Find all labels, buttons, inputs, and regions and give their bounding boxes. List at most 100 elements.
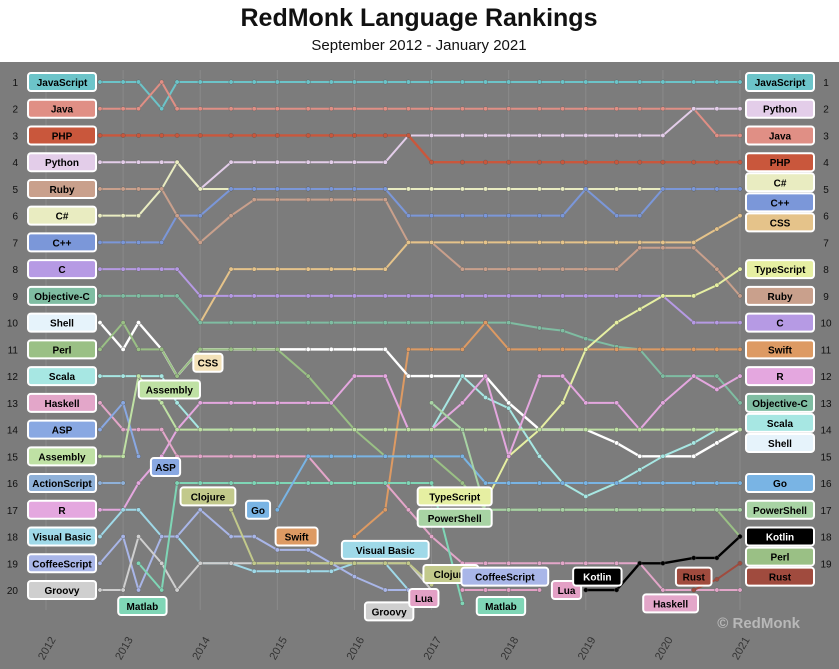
- data-point: [483, 213, 488, 219]
- data-point: [159, 427, 165, 432]
- data-point: [136, 106, 141, 112]
- data-point: [406, 480, 411, 486]
- series-label-text: Objective-C: [34, 292, 90, 303]
- data-point: [382, 560, 388, 566]
- series-label-text: Go: [251, 506, 265, 517]
- data-point: [174, 427, 180, 432]
- data-point: [406, 346, 411, 352]
- data-point: [328, 480, 334, 486]
- data-point: [429, 346, 434, 352]
- data-point: [352, 534, 357, 539]
- data-point: [159, 106, 165, 112]
- data-point: [537, 159, 542, 165]
- data-point: [637, 159, 643, 165]
- series-label-shell: Shell: [745, 432, 815, 453]
- data-point: [251, 453, 257, 459]
- data-point: [97, 186, 103, 192]
- data-point: [97, 560, 103, 566]
- data-point: [274, 400, 280, 406]
- data-point: [352, 346, 357, 352]
- series-label-ruby: Ruby: [745, 285, 815, 306]
- data-point: [305, 293, 311, 299]
- data-point: [120, 293, 126, 299]
- data-point: [429, 133, 434, 138]
- data-point: [537, 373, 542, 379]
- data-point: [228, 293, 234, 299]
- data-point: [97, 534, 103, 539]
- data-point: [459, 240, 465, 245]
- data-point: [660, 453, 666, 459]
- data-point: [406, 560, 411, 566]
- y-tick-label-left: 14: [7, 426, 19, 437]
- series-label-text: Scala: [767, 419, 794, 430]
- data-point: [714, 282, 720, 288]
- data-point: [737, 266, 743, 272]
- series-label-text: JavaScript: [755, 78, 806, 89]
- data-point: [136, 133, 141, 138]
- data-point: [352, 480, 357, 486]
- series-label-javascript: JavaScript: [745, 72, 815, 92]
- data-point: [691, 427, 697, 432]
- data-point: [305, 373, 311, 379]
- y-tick-label-right: 5: [823, 185, 829, 196]
- y-tick-label-right: 12: [820, 372, 832, 383]
- data-point: [406, 373, 411, 379]
- data-point: [352, 159, 357, 165]
- series-label-text: Groovy: [372, 607, 407, 618]
- data-point: [660, 400, 666, 406]
- data-point: [637, 507, 643, 513]
- data-point: [352, 453, 357, 459]
- series-line-css: [199, 214, 741, 324]
- data-point: [560, 427, 566, 432]
- data-point: [197, 186, 203, 192]
- series-label-text: C#: [774, 178, 787, 189]
- series-label-text: C: [776, 319, 783, 330]
- data-point: [583, 480, 589, 486]
- data-point: [637, 186, 643, 192]
- data-point: [406, 79, 411, 85]
- series-label-text: JavaScript: [37, 78, 88, 89]
- data-point: [274, 507, 280, 513]
- series-label-c-: C++: [745, 192, 815, 213]
- data-point: [328, 427, 334, 432]
- data-point: [159, 240, 165, 245]
- data-point: [637, 346, 643, 352]
- data-point: [459, 133, 465, 138]
- data-point: [614, 106, 620, 112]
- data-point: [159, 587, 165, 593]
- data-point: [228, 133, 234, 138]
- data-point: [691, 440, 697, 446]
- data-point: [483, 427, 488, 432]
- data-point: [560, 79, 566, 85]
- data-point: [429, 400, 434, 406]
- data-point: [120, 587, 126, 593]
- y-tick-label-right: 19: [820, 559, 832, 570]
- data-point: [614, 560, 620, 566]
- data-point: [737, 79, 743, 85]
- data-point: [583, 106, 589, 112]
- series-label-text: Scala: [49, 372, 76, 383]
- data-point: [537, 453, 542, 459]
- data-point: [251, 568, 257, 574]
- data-point: [328, 293, 334, 299]
- data-point: [506, 400, 512, 406]
- y-tick-label-right: 14: [820, 426, 832, 437]
- data-point: [459, 106, 465, 112]
- series-label-php: PHP: [745, 152, 815, 173]
- y-tick-label-right: 10: [820, 319, 832, 330]
- series-label-shell: Shell: [27, 312, 97, 333]
- data-point: [136, 320, 141, 326]
- series-label-text: ASP: [155, 463, 176, 474]
- data-point: [660, 79, 666, 85]
- data-point: [352, 266, 357, 272]
- data-point: [660, 346, 666, 352]
- data-point: [660, 245, 666, 251]
- data-point: [305, 560, 311, 566]
- data-point: [614, 133, 620, 138]
- series-label-text: Rust: [683, 573, 706, 584]
- data-point: [737, 373, 743, 379]
- y-tick-label-left: 20: [7, 586, 19, 597]
- data-point: [305, 186, 311, 192]
- data-point: [197, 507, 203, 513]
